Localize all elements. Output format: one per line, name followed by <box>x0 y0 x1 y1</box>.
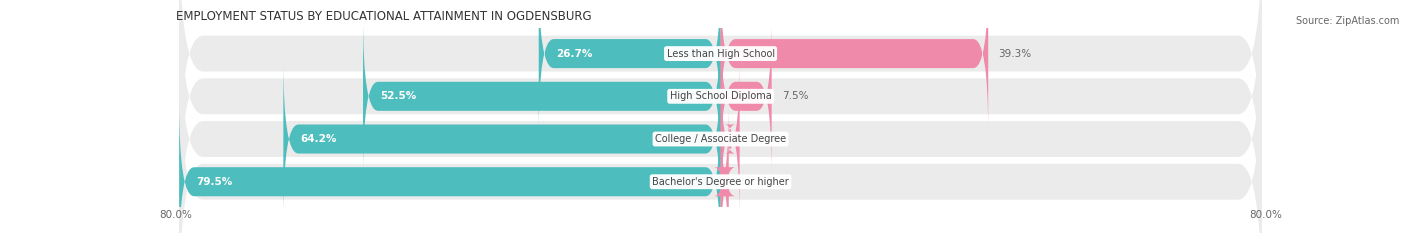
Text: 79.5%: 79.5% <box>197 177 232 187</box>
FancyBboxPatch shape <box>538 0 721 133</box>
Text: Bachelor's Degree or higher: Bachelor's Degree or higher <box>652 177 789 187</box>
FancyBboxPatch shape <box>363 17 721 176</box>
FancyBboxPatch shape <box>721 60 740 219</box>
FancyBboxPatch shape <box>179 7 1263 233</box>
Text: High School Diploma: High School Diploma <box>669 91 772 101</box>
FancyBboxPatch shape <box>179 0 1263 185</box>
Text: 26.7%: 26.7% <box>555 49 592 58</box>
Text: 52.5%: 52.5% <box>380 91 416 101</box>
Text: College / Associate Degree: College / Associate Degree <box>655 134 786 144</box>
Text: 39.3%: 39.3% <box>998 49 1032 58</box>
FancyBboxPatch shape <box>721 0 988 133</box>
FancyBboxPatch shape <box>179 50 1263 233</box>
Text: 2.8%: 2.8% <box>749 134 776 144</box>
Text: EMPLOYMENT STATUS BY EDUCATIONAL ATTAINMENT IN OGDENSBURG: EMPLOYMENT STATUS BY EDUCATIONAL ATTAINM… <box>176 10 592 23</box>
FancyBboxPatch shape <box>714 102 735 233</box>
FancyBboxPatch shape <box>179 0 1263 228</box>
FancyBboxPatch shape <box>284 60 721 219</box>
FancyBboxPatch shape <box>179 102 721 233</box>
Text: Less than High School: Less than High School <box>666 49 775 58</box>
Text: Source: ZipAtlas.com: Source: ZipAtlas.com <box>1295 16 1399 26</box>
Text: 7.5%: 7.5% <box>782 91 808 101</box>
Text: 64.2%: 64.2% <box>301 134 337 144</box>
FancyBboxPatch shape <box>721 17 772 176</box>
Text: 1.2%: 1.2% <box>740 177 765 187</box>
